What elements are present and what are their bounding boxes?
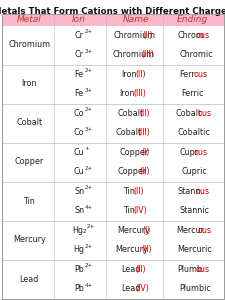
Text: 2+: 2+ bbox=[84, 166, 92, 171]
Text: Copper: Copper bbox=[117, 167, 146, 176]
Text: (II): (II) bbox=[142, 31, 153, 40]
Text: Lead: Lead bbox=[121, 265, 140, 274]
Text: (II): (II) bbox=[140, 245, 151, 254]
Text: Fe: Fe bbox=[74, 89, 83, 98]
Bar bbox=[2, 14, 223, 26]
Text: Cu: Cu bbox=[73, 167, 84, 176]
Text: 3+: 3+ bbox=[84, 49, 92, 54]
Text: Copper: Copper bbox=[119, 148, 148, 157]
Text: Chromium: Chromium bbox=[112, 50, 153, 59]
Text: Cobalt: Cobalt bbox=[117, 109, 143, 118]
Text: (II): (II) bbox=[135, 265, 146, 274]
Text: Cu: Cu bbox=[73, 148, 84, 157]
Text: (I): (I) bbox=[140, 148, 149, 157]
Text: (I): (I) bbox=[142, 226, 151, 235]
Text: Copper: Copper bbox=[15, 158, 44, 166]
Text: Plumbic: Plumbic bbox=[179, 284, 210, 293]
Text: Ferric: Ferric bbox=[180, 89, 203, 98]
Text: Lead: Lead bbox=[20, 274, 39, 284]
Text: 2+: 2+ bbox=[84, 29, 92, 34]
Text: ous: ous bbox=[195, 265, 209, 274]
Text: Plumb: Plumb bbox=[177, 265, 202, 274]
Text: Chromium: Chromium bbox=[8, 40, 50, 50]
Text: (II): (II) bbox=[135, 70, 146, 79]
Text: Hg₂: Hg₂ bbox=[72, 226, 86, 235]
Text: Metal: Metal bbox=[17, 15, 42, 24]
Text: ous: ous bbox=[197, 226, 211, 235]
Text: Ferr: Ferr bbox=[179, 70, 194, 79]
Text: 2+: 2+ bbox=[84, 244, 92, 249]
Text: Mercury: Mercury bbox=[117, 226, 150, 235]
Text: Fe: Fe bbox=[74, 70, 83, 79]
Text: Stann: Stann bbox=[177, 187, 200, 196]
Text: 2+: 2+ bbox=[84, 263, 92, 268]
Text: Metals That Form Cations with Different Charges: Metals That Form Cations with Different … bbox=[0, 8, 225, 16]
Text: Tin: Tin bbox=[23, 196, 35, 206]
Text: Name: Name bbox=[122, 15, 148, 24]
Text: 4+: 4+ bbox=[84, 283, 92, 288]
Text: Mercur: Mercur bbox=[175, 226, 203, 235]
Text: 4+: 4+ bbox=[84, 205, 92, 210]
Text: Ending: Ending bbox=[176, 15, 207, 24]
Text: ous: ous bbox=[193, 148, 207, 157]
Text: Cr: Cr bbox=[74, 50, 83, 59]
Text: 2+: 2+ bbox=[86, 224, 94, 229]
Text: Iron: Iron bbox=[121, 70, 136, 79]
Text: Cupr: Cupr bbox=[179, 148, 198, 157]
Text: Hg: Hg bbox=[73, 245, 84, 254]
Text: Mercury: Mercury bbox=[115, 245, 148, 254]
Text: Pb: Pb bbox=[74, 284, 84, 293]
Text: 2+: 2+ bbox=[84, 107, 92, 112]
Text: Sn: Sn bbox=[74, 206, 84, 215]
Text: Iron: Iron bbox=[119, 89, 134, 98]
Text: 2+: 2+ bbox=[84, 68, 92, 73]
Text: (III): (III) bbox=[137, 128, 150, 137]
Text: Chrom: Chrom bbox=[177, 31, 204, 40]
Text: Cobaltic: Cobaltic bbox=[177, 128, 209, 137]
Text: Cobalt: Cobalt bbox=[175, 109, 201, 118]
Text: Pb: Pb bbox=[74, 265, 84, 274]
Text: Lead: Lead bbox=[121, 284, 140, 293]
Text: Cr: Cr bbox=[74, 31, 83, 40]
Text: ous: ous bbox=[195, 187, 209, 196]
Text: Tin: Tin bbox=[122, 206, 134, 215]
Text: (II): (II) bbox=[139, 167, 149, 176]
Text: Chromium: Chromium bbox=[113, 31, 155, 40]
Text: (III): (III) bbox=[133, 89, 146, 98]
Text: (II): (II) bbox=[139, 109, 149, 118]
Text: Mercury: Mercury bbox=[13, 236, 45, 244]
Text: Co: Co bbox=[73, 128, 84, 137]
Text: (III): (III) bbox=[140, 50, 153, 59]
Text: Mercuric: Mercuric bbox=[177, 245, 211, 254]
Text: Iron: Iron bbox=[22, 80, 37, 88]
Text: (IV): (IV) bbox=[133, 206, 147, 215]
Text: Co: Co bbox=[73, 109, 84, 118]
Text: Cupric: Cupric bbox=[180, 167, 206, 176]
Text: +: + bbox=[84, 146, 89, 151]
Text: ous: ous bbox=[193, 70, 207, 79]
Text: ous: ous bbox=[195, 31, 209, 40]
Text: 2+: 2+ bbox=[84, 185, 92, 190]
Text: ous: ous bbox=[197, 109, 211, 118]
Text: Cobalt: Cobalt bbox=[16, 118, 42, 127]
Text: Cobalt: Cobalt bbox=[115, 128, 141, 137]
Text: Sn: Sn bbox=[74, 187, 84, 196]
Text: 3+: 3+ bbox=[84, 127, 92, 132]
Text: (IV): (IV) bbox=[135, 284, 149, 293]
Text: Chromic: Chromic bbox=[179, 50, 212, 59]
Text: Tin: Tin bbox=[122, 187, 134, 196]
Text: Stannic: Stannic bbox=[179, 206, 209, 215]
Text: 3+: 3+ bbox=[84, 88, 92, 93]
Text: Ion: Ion bbox=[72, 15, 86, 24]
Text: (II): (II) bbox=[133, 187, 144, 196]
